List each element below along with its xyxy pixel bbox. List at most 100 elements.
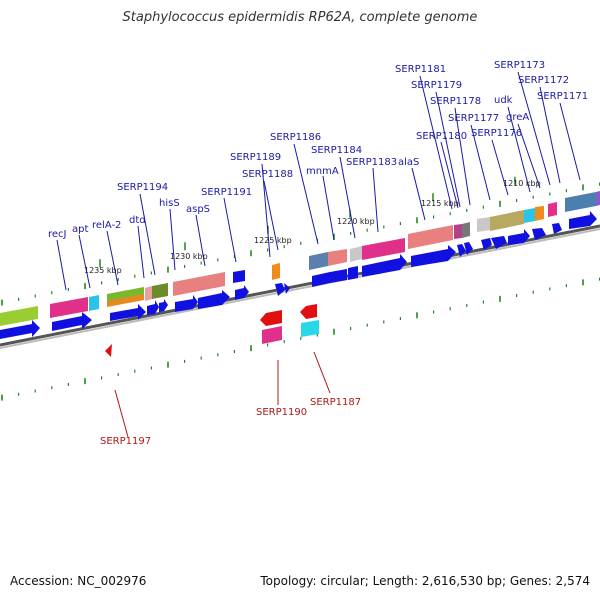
feature-block [477,217,490,232]
gene-label: hisS [159,198,180,209]
forward-gene [569,211,597,229]
gene-label: SERP1184 [311,145,362,156]
scale-label: 1235 kbp [84,266,122,275]
feature-block [272,263,280,280]
gene-label: SERP1176 [471,128,522,139]
gene-label: relA-2 [92,220,121,231]
forward-gene [110,304,146,321]
forward-gene [464,242,473,255]
map-title: Staphylococcus epidermidis RP62A, comple… [122,10,478,25]
label-leader-line [454,107,471,206]
scale-label: 1210 kbp [503,179,541,188]
feature-block [173,272,225,296]
label-leader-line [559,102,581,181]
forward-gene [362,254,407,277]
feature-block [596,191,600,206]
label-leader-line [137,225,145,279]
gene-label: SERP1179 [411,80,462,91]
feature-block [490,210,524,231]
feature-row-cog [0,191,600,326]
reverse-gene [260,310,282,326]
scale-label: 1230 kbp [170,252,208,261]
gene-label: SERP1191 [201,187,252,198]
feature-block [309,252,328,270]
feature-block [0,306,38,326]
feature-block [454,224,462,239]
label-leader-line [322,175,335,241]
gene-label: SERP1194 [117,182,168,193]
forward-genes [0,211,597,339]
feature-block [408,225,453,249]
feature-block [548,202,557,217]
label-leader-line [223,197,237,263]
scale-labels: 1235 kbp 1230 kbp 1225 kbp 1220 kbp 1215… [84,179,541,275]
gene-label: SERP1171 [537,91,588,102]
label-leader-line [419,75,453,210]
gene-label: dtd [129,215,146,226]
feature-block [524,208,535,223]
accession-label: Accession: NC_002976 [10,574,147,588]
forward-gene [52,312,92,331]
gene-label: recJ [48,229,67,240]
label-leader-line [78,234,91,289]
label-leader-line [114,389,129,438]
forward-gene [508,229,530,245]
forward-gene [411,245,456,267]
label-leader-line [517,71,551,186]
gene-label: SERP1190 [256,407,307,418]
label-leader-line [139,193,156,276]
label-leader-line [470,124,491,201]
label-leader-line [261,163,271,258]
forward-gene [552,223,562,234]
gene-label: mnmA [306,166,339,177]
gene-label: SERP1180 [416,131,467,142]
scale-label: 1225 kbp [254,236,292,245]
feature-block [89,295,99,311]
forward-gene [312,272,330,287]
forward-gene-labels: recJ apt relA-2 dtd SERP1194 hisS aspS S… [48,60,588,240]
forward-gene [481,238,492,250]
label-leader-line [491,139,509,196]
forward-gene [532,228,546,240]
gene-label: alaS [398,157,419,168]
gene-label: greA [506,112,529,123]
reverse-genes [105,304,319,357]
forward-gene [159,299,168,312]
gene-label: SERP1181 [395,64,446,75]
label-leader-line [339,156,356,239]
gene-label: SERP1197 [100,436,151,447]
genome-summary: Topology: circular; Length: 2,616,530 bp… [260,574,590,588]
forward-gene [235,285,249,300]
forward-gene [233,270,245,283]
gene-label: SERP1183 [346,157,397,168]
label-leader-line [372,167,379,233]
label-leader-line [106,230,119,286]
feature-block [565,192,596,212]
reverse-gene [301,320,319,337]
label-leader-line [517,123,541,189]
feature-block [50,297,88,318]
forward-gene [275,283,285,296]
feature-block [350,246,362,262]
feature-block [328,249,347,266]
gene-label: SERP1189 [230,152,281,163]
label-leader-line [293,143,319,245]
gene-label: SERP1177 [448,113,499,124]
reverse-gene [300,304,317,319]
feature-block [145,286,152,301]
label-leaders [56,71,581,438]
gene-label: SERP1172 [518,75,569,86]
forward-gene [147,300,159,315]
gene-label: SERP1188 [242,169,293,180]
forward-gene [457,244,466,257]
gene-label: SERP1186 [270,132,321,143]
forward-gene [175,295,198,312]
gene-label: SERP1178 [430,96,481,107]
inner-tick-track [1,277,600,401]
gene-label: aspS [186,204,210,215]
label-leader-line [169,208,176,271]
feature-block [362,238,405,260]
scale-label: 1220 kbp [337,217,375,226]
label-leader-line [440,141,459,209]
label-leader-line [539,86,561,184]
